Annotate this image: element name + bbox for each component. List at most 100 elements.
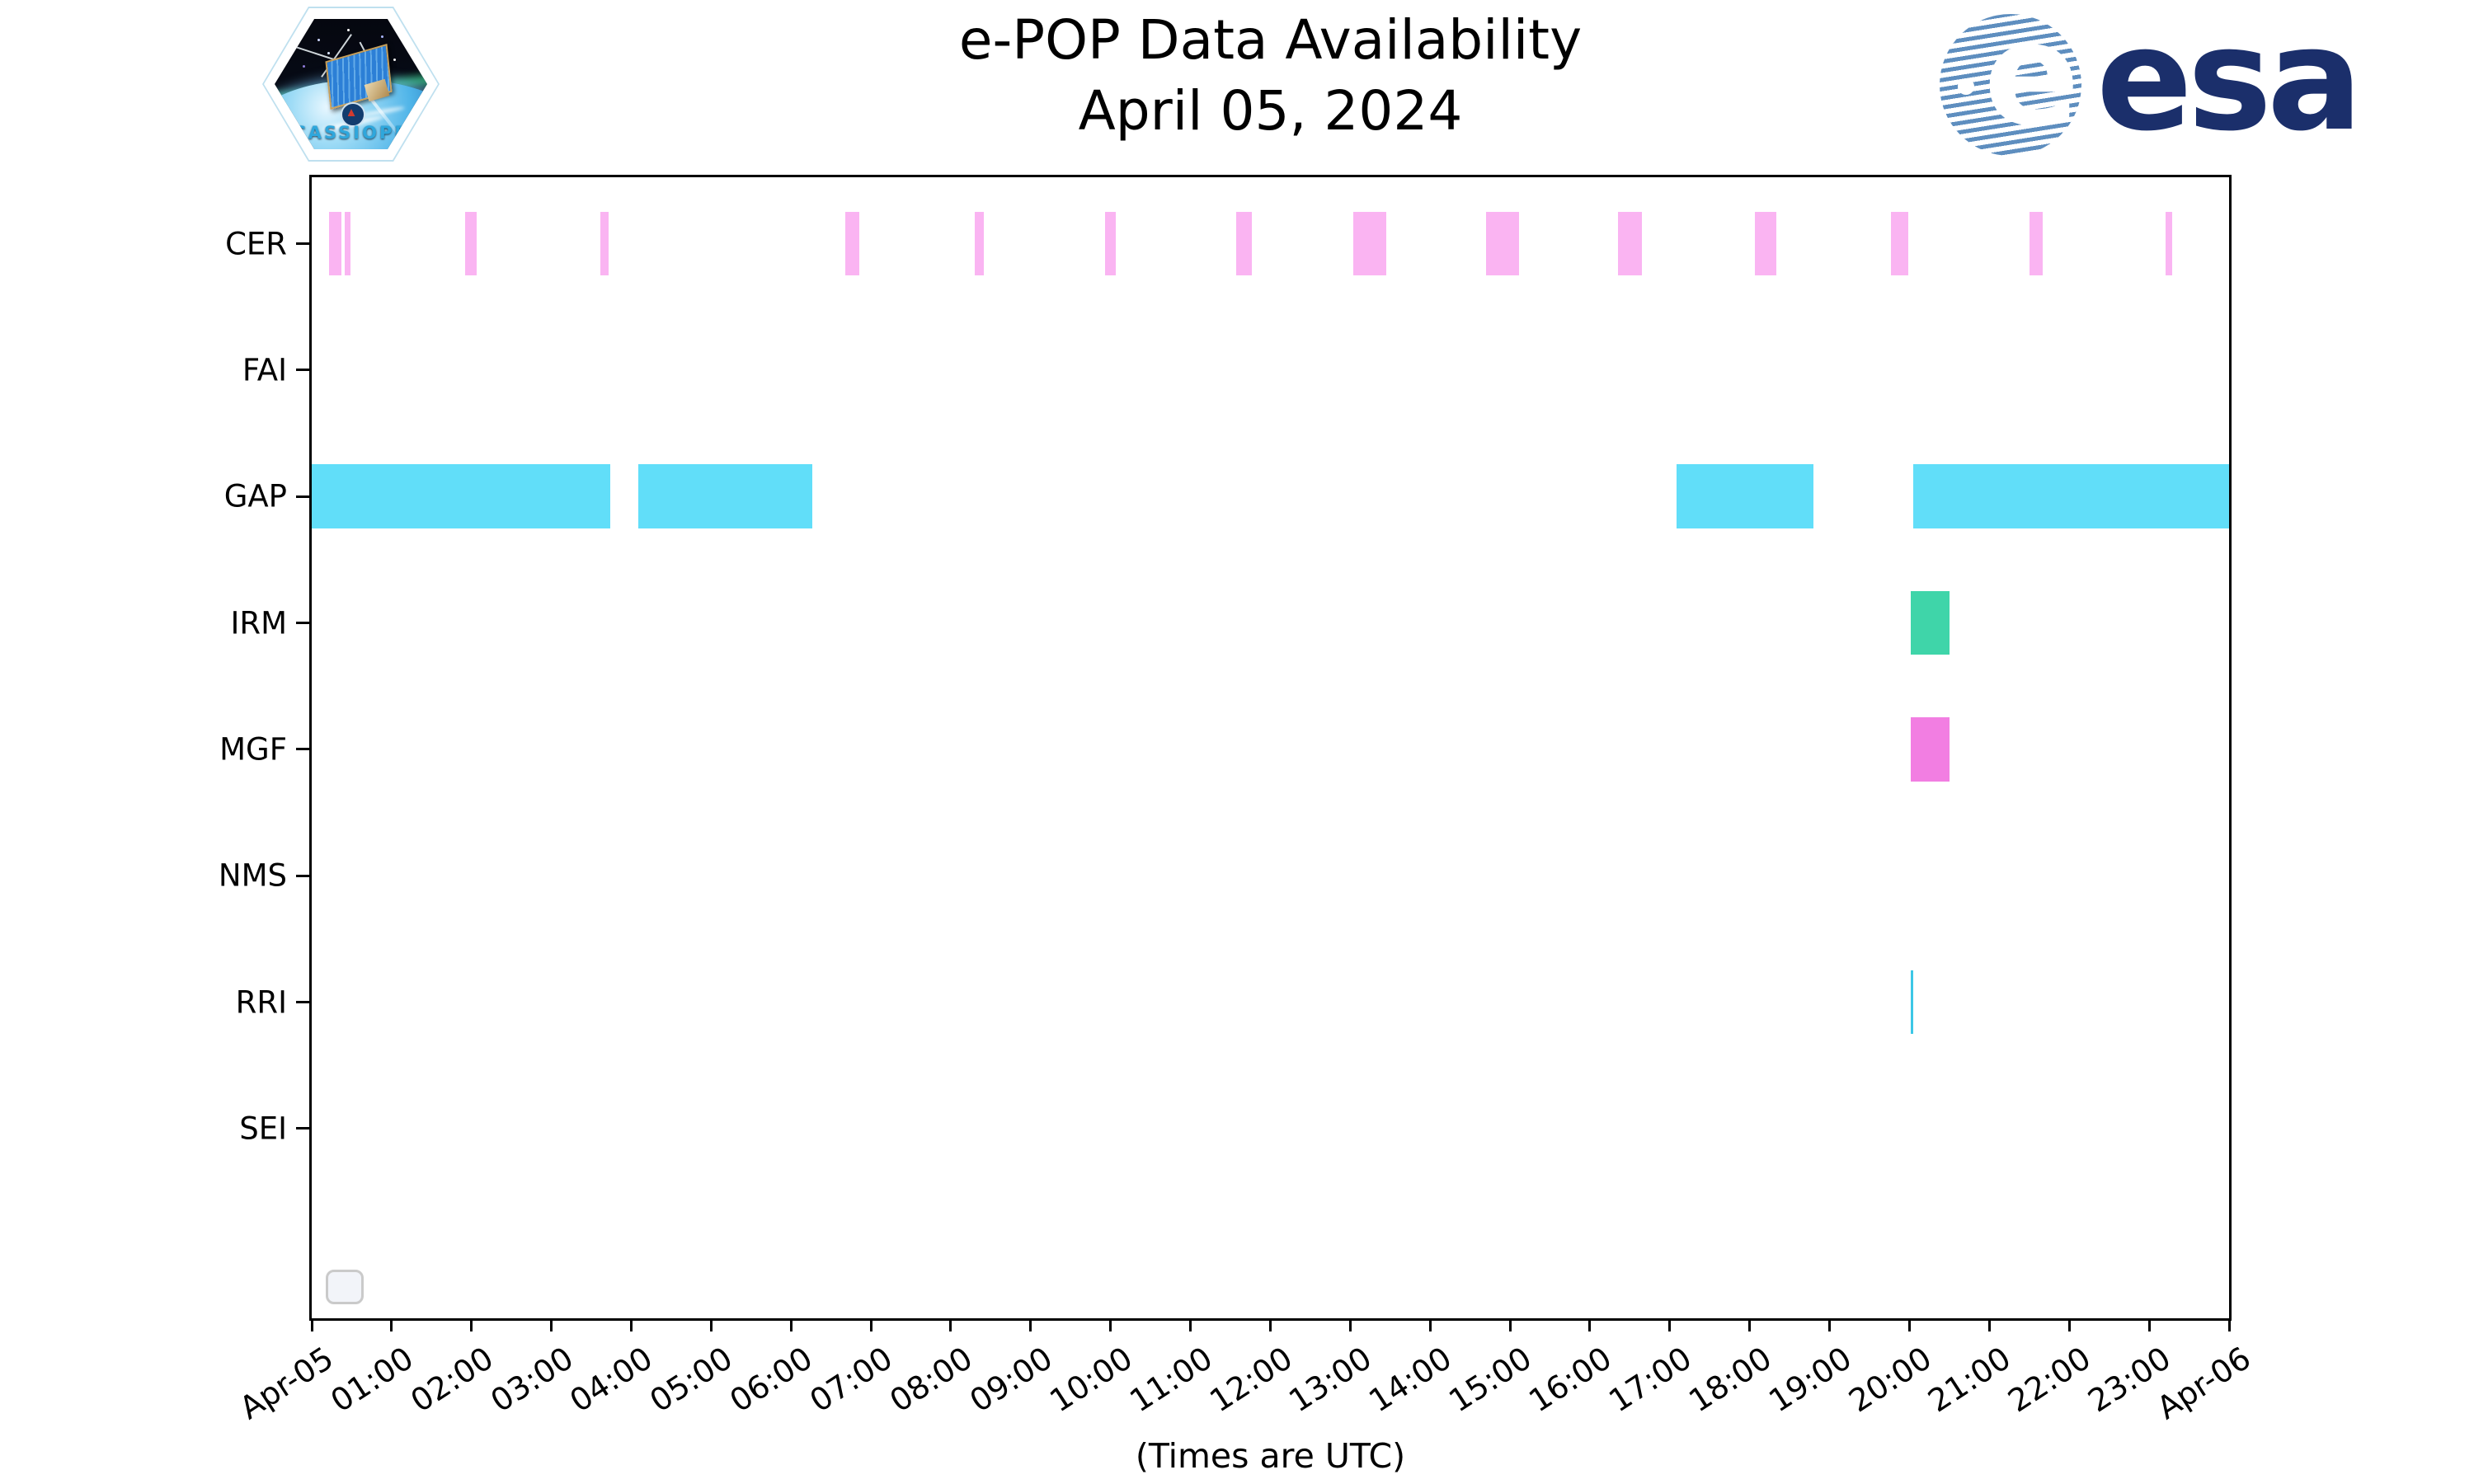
availability-bar-gap [312,464,610,529]
x-tick-05:00 [709,1318,713,1331]
csa-badge-icon [340,102,365,128]
x-tick-label-10:00: 10:00 [1042,1340,1139,1420]
x-tick-21:00 [1987,1318,1991,1331]
availability-bar-cer [464,211,477,276]
y-tick-sei [296,1127,309,1130]
x-tick-02:00 [470,1318,473,1331]
page-title: e-POP Data Availability [958,8,1583,72]
x-tick-23:00 [2147,1318,2151,1331]
cassiope-mission-patch: CASSIOPE [262,7,440,162]
x-tick-06:00 [789,1318,793,1331]
availability-bar-cer [1105,211,1117,276]
availability-bar-cer [845,211,859,276]
empty-legend-box [326,1270,364,1304]
x-tick-label-17:00: 17:00 [1602,1340,1698,1420]
x-tick-label-18:00: 18:00 [1681,1340,1778,1420]
x-tick-01:00 [390,1318,393,1331]
x-axis-caption: (Times are UTC) [1135,1436,1406,1476]
x-tick-label-11:00: 11:00 [1122,1340,1219,1420]
row-label-cer: CER [225,226,287,262]
availability-bar-cer [1235,211,1252,276]
x-tick-label-22:00: 22:00 [2001,1340,2098,1420]
x-tick-apr-05 [310,1318,313,1331]
y-tick-cer [296,242,309,246]
row-label-rri: RRI [235,984,287,1021]
page-subtitle: April 05, 2024 [1078,78,1463,143]
x-tick-10:00 [1109,1318,1112,1331]
row-label-nms: NMS [218,857,287,894]
esa-globe-icon: e [1940,14,2081,156]
x-tick-label-02:00: 02:00 [403,1340,500,1420]
availability-bar-cer [1352,211,1386,276]
availability-bar-cer [2029,211,2043,276]
availability-bar-gap [1676,464,1814,529]
x-tick-label-apr-05: Apr-05 [233,1340,340,1427]
x-tick-17:00 [1668,1318,1672,1331]
availability-plot: CER FAI GAP IRM MGF NMS RRI SEI Apr-05 01:00 02:00… [219,175,2257,1426]
x-tick-19:00 [1828,1318,1832,1331]
x-tick-18:00 [1748,1318,1752,1331]
row-label-sei: SEI [239,1111,287,1147]
x-tick-label-13:00: 13:00 [1282,1340,1379,1420]
availability-bar-gap [1913,464,2229,529]
availability-bar-cer [328,211,341,276]
availability-bar-cer [345,211,350,276]
availability-bar-cer [1890,211,1908,276]
x-tick-label-08:00: 08:00 [883,1340,979,1420]
row-label-fai: FAI [242,352,287,388]
cassiope-label: CASSIOPE [293,123,409,143]
availability-bar-mgf [1911,717,1950,782]
x-tick-label-05:00: 05:00 [643,1340,740,1420]
esa-star-dot-icon [1958,78,1974,95]
x-tick-label-19:00: 19:00 [1761,1340,1858,1420]
stars-icon [294,31,297,33]
availability-bar-cer [1486,211,1520,276]
x-tick-22:00 [2067,1318,2071,1331]
y-tick-mgf [296,748,309,751]
x-tick-label-07:00: 07:00 [803,1340,900,1420]
x-tick-apr-06 [2227,1318,2231,1331]
x-tick-20:00 [1908,1318,1911,1331]
y-tick-rri [296,1001,309,1004]
row-label-gap: GAP [223,478,287,514]
x-tick-label-16:00: 16:00 [1522,1340,1618,1420]
x-tick-07:00 [869,1318,872,1331]
y-tick-nms [296,874,309,877]
x-tick-label-15:00: 15:00 [1442,1340,1539,1420]
x-tick-label-04:00: 04:00 [563,1340,660,1420]
x-tick-15:00 [1508,1318,1512,1331]
x-tick-04:00 [629,1318,633,1331]
x-tick-13:00 [1348,1318,1352,1331]
x-tick-14:00 [1428,1318,1432,1331]
availability-bar-gap [637,464,813,529]
row-label-irm: IRM [230,605,287,641]
availability-bar-cer [2165,211,2172,276]
x-tick-label-09:00: 09:00 [963,1340,1059,1420]
x-tick-label-apr-06: Apr-06 [2150,1340,2257,1427]
x-tick-16:00 [1588,1318,1592,1331]
x-tick-label-21:00: 21:00 [1921,1340,2018,1420]
x-tick-label-03:00: 03:00 [483,1340,580,1420]
availability-bar-cer [600,211,609,276]
row-label-mgf: MGF [219,731,287,768]
x-tick-label-12:00: 12:00 [1202,1340,1299,1420]
x-tick-label-20:00: 20:00 [1841,1340,1938,1420]
availability-bar-irm [1911,590,1950,655]
x-tick-09:00 [1029,1318,1032,1331]
y-tick-fai [296,369,309,372]
x-tick-label-01:00: 01:00 [324,1340,420,1420]
x-tick-08:00 [949,1318,952,1331]
y-tick-irm [296,622,309,625]
esa-e-glyph: e [1983,14,2080,156]
x-tick-label-14:00: 14:00 [1362,1340,1459,1420]
availability-bar-cer [1617,211,1642,276]
availability-bar-cer [975,211,985,276]
esa-wordmark: esa [2096,0,2363,162]
x-tick-label-06:00: 06:00 [723,1340,820,1420]
availability-bar-rri [1911,970,1914,1035]
x-tick-12:00 [1269,1318,1272,1331]
x-tick-03:00 [550,1318,553,1331]
chart-title-block: e-POP Data Availability April 05, 2024 [309,5,2232,147]
x-tick-11:00 [1189,1318,1192,1331]
